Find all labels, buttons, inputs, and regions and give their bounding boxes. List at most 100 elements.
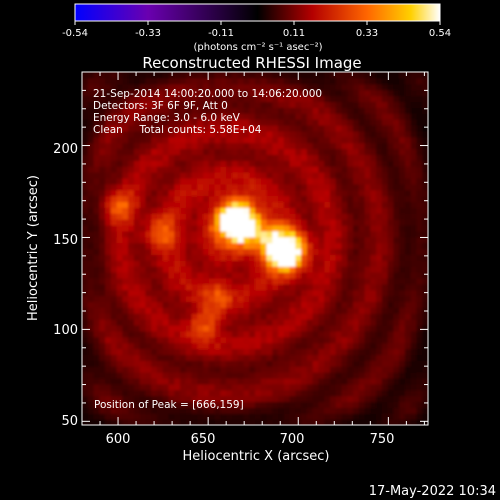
heatmap-cell [324, 324, 331, 332]
heatmap-cell [156, 348, 164, 355]
heatmap-cell [151, 201, 158, 208]
heatmap-cell [324, 124, 331, 132]
heatmap-cell [82, 195, 89, 203]
heatmap-cell [185, 230, 193, 238]
heatmap-cell [329, 383, 337, 391]
heatmap-cell [260, 307, 268, 314]
heatmap-cell [399, 183, 406, 191]
heatmap-cell [214, 289, 221, 297]
heatmap-cell [105, 260, 112, 267]
heatmap-cell [110, 230, 118, 238]
heatmap-cell [220, 289, 227, 297]
heatmap-cell [220, 166, 227, 173]
heatmap-cell [358, 242, 366, 250]
heatmap-cell [410, 95, 418, 103]
heatmap-cell [87, 254, 95, 261]
heatmap-cell [381, 289, 389, 297]
heatmap-cell [306, 319, 314, 326]
heatmap-cell [387, 330, 394, 338]
heatmap-cell [364, 89, 371, 97]
heatmap-cell [93, 136, 100, 144]
heatmap-cell [329, 419, 337, 425]
heatmap-cell [87, 101, 95, 108]
heatmap-cell [289, 313, 296, 320]
heatmap-cell [87, 307, 95, 314]
heatmap-cell [353, 277, 360, 285]
heatmap-cell [185, 177, 193, 185]
heatmap-cell [255, 224, 262, 232]
heatmap-cell [278, 407, 285, 414]
heatmap-cell [370, 301, 377, 308]
heatmap-cell [174, 377, 181, 385]
heatmap-cell [139, 254, 147, 261]
heatmap-cell [318, 301, 325, 308]
heatmap-cell [197, 213, 204, 220]
heatmap-cell [105, 401, 112, 408]
heatmap-cell [133, 177, 141, 185]
heatmap-cell [133, 272, 141, 279]
heatmap-cell [191, 219, 198, 226]
heatmap-cell [295, 77, 302, 85]
heatmap-cell [358, 83, 366, 91]
heatmap-cell [306, 377, 314, 385]
heatmap-cell [116, 248, 123, 255]
heatmap-cell [306, 389, 314, 397]
heatmap-cell [347, 301, 354, 308]
heatmap-cell [180, 330, 187, 338]
heatmap-cell [318, 148, 325, 155]
heatmap-cell [156, 136, 164, 144]
heatmap-cell [151, 254, 158, 261]
heatmap-cell [266, 377, 273, 385]
heatmap-cell [381, 372, 389, 379]
heatmap-cell [312, 360, 320, 367]
heatmap-cell [180, 389, 187, 397]
heatmap-cell [93, 330, 100, 338]
heatmap-cell [335, 277, 343, 285]
heatmap-cell [272, 372, 279, 379]
heatmap-cell [404, 142, 412, 150]
heatmap-cell [214, 336, 221, 344]
heatmap-cell [272, 330, 279, 338]
heatmap-cell [237, 148, 245, 155]
heatmap-cell [376, 366, 383, 373]
heatmap-cell [272, 348, 279, 355]
heatmap-cell [208, 107, 216, 114]
heatmap-cell [324, 336, 331, 344]
heatmap-cell [203, 372, 210, 379]
heatmap-cell [82, 377, 89, 385]
heatmap-cell [162, 148, 170, 155]
heatmap-cell [370, 119, 377, 126]
heatmap-cell [226, 260, 233, 267]
heatmap-cell [122, 419, 129, 425]
heatmap-cell [255, 248, 262, 255]
heatmap-cell [410, 207, 418, 214]
heatmap-cell [387, 119, 394, 126]
heatmap-cell [191, 189, 198, 197]
heatmap-cell [191, 148, 198, 155]
heatmap-cell [191, 113, 198, 120]
heatmap-cell [289, 142, 296, 150]
heatmap-cell [128, 366, 135, 373]
heatmap-cell [399, 166, 406, 173]
heatmap-cell [347, 383, 354, 391]
heatmap-cell [156, 189, 164, 197]
heatmap-cell [376, 224, 383, 232]
heatmap-cell [272, 107, 279, 114]
heatmap-cell [174, 254, 181, 261]
heatmap-cell [422, 166, 428, 173]
heatmap-cell [208, 242, 216, 250]
heatmap-cell [335, 83, 343, 91]
heatmap-cell [226, 301, 233, 308]
heatmap-cell [370, 372, 377, 379]
heatmap-cell [295, 230, 302, 238]
heatmap-cell [185, 148, 193, 155]
heatmap-cell [214, 348, 221, 355]
heatmap-cell [376, 354, 383, 361]
heatmap-cell [255, 236, 262, 244]
heatmap-cell [151, 77, 158, 85]
heatmap-cell [358, 283, 366, 291]
heatmap-cell [341, 389, 348, 397]
heatmap-cell [358, 307, 366, 314]
heatmap-cell [87, 313, 95, 320]
heatmap-cell [122, 360, 129, 367]
